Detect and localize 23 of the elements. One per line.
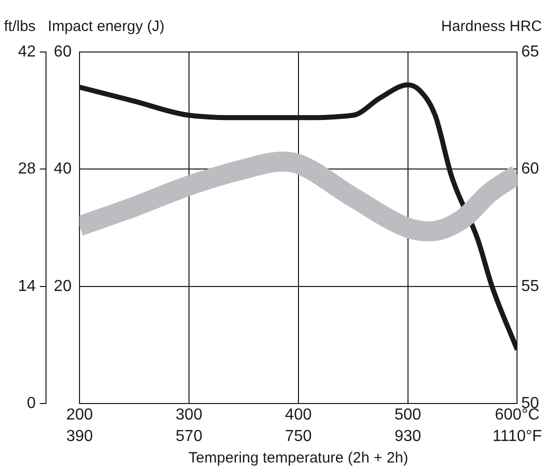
y-axis-title: Impact energy (J) — [48, 18, 165, 35]
x-axis-title: Tempering temperature (2h + 2h) — [188, 450, 408, 467]
x2-tick-label: 750 — [285, 428, 312, 445]
y3-tick-label: 14 — [18, 278, 36, 295]
y2-axis-title: Hardness HRC — [441, 18, 542, 35]
x2-tick-label: 570 — [176, 428, 202, 445]
x-tick-label: 400 — [285, 406, 312, 424]
x2-tick-label: 1110°F — [492, 428, 542, 445]
y2-tick-label: 55 — [521, 278, 540, 295]
x-tick-label: 200 — [66, 406, 94, 424]
y3-axis-title: ft/lbs — [4, 18, 36, 35]
y2-tick-label: 65 — [521, 43, 540, 60]
y3-tick-label: 28 — [18, 160, 36, 178]
y-tick-label: 40 — [54, 160, 72, 178]
x2-tick-label: 390 — [66, 428, 94, 445]
y2-tick-label: 60 — [521, 160, 540, 178]
y3-tick-label: 42 — [18, 43, 36, 60]
x-tick-label: 300 — [176, 406, 202, 424]
y-tick-label: 60 — [54, 43, 72, 60]
y-tick-label: 20 — [54, 278, 72, 295]
x2-tick-label: 930 — [394, 428, 422, 445]
x-tick-label: 500 — [394, 406, 422, 424]
y3-tick-label: 0 — [26, 395, 36, 412]
